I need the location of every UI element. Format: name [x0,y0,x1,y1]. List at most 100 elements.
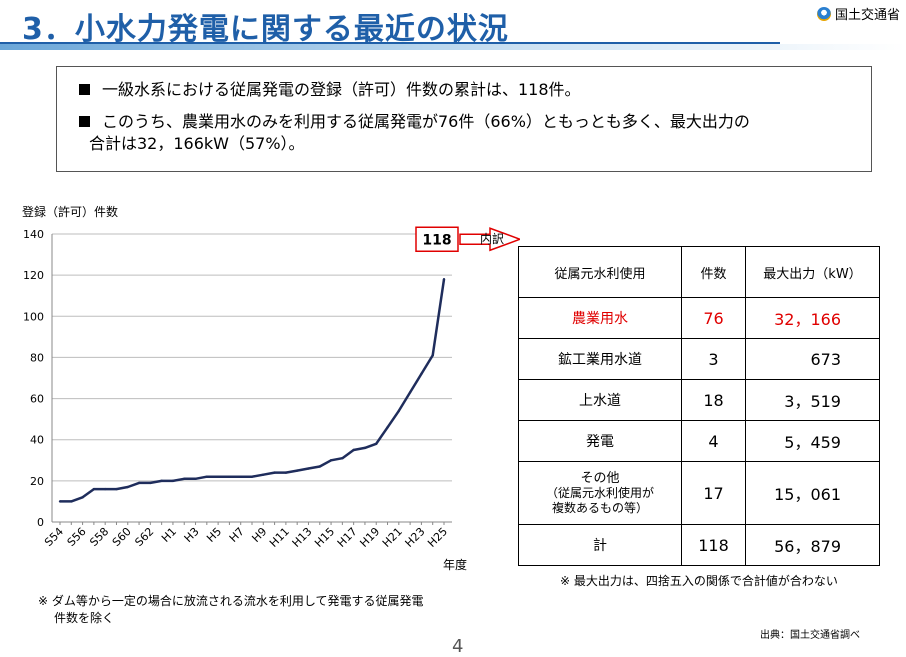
x-tick-label: H19 [357,525,382,550]
table-total-row: 計 118 56，879 [518,524,880,566]
data-point [149,481,152,485]
row-name-line2: （従属元水利使用が [545,485,654,500]
header-output: 最大出力（kW） [745,246,880,298]
row-output: 56，879 [745,524,880,566]
y-tick-label: 60 [30,393,44,406]
registrations-series-line [60,279,446,503]
table-row: 農業用水 76 32，166 [518,297,880,339]
x-tick-label: H21 [380,525,405,550]
row-name-line3: 複数あるもの等） [551,500,648,515]
data-point [205,475,209,478]
x-tick-label: H1 [159,525,179,545]
x-axis-label: 年度 [443,558,468,572]
data-point [375,442,378,446]
page-number: 4 [452,636,464,657]
ministry-logo: 国土交通省 [816,4,900,23]
row-output: 673 [745,338,880,380]
row-name: その他 （従属元水利使用が 複数あるもの等） [518,461,682,525]
y-tick-label: 140 [23,228,44,241]
row-output: 32，166 [745,297,880,339]
annotation-label: 118 [422,232,451,248]
header-source: 従属元水利使用 [518,246,682,298]
data-point [58,500,62,503]
x-tick-label: H5 [204,525,224,545]
source-note: 出典：国土交通省調べ [760,630,860,641]
x-tick-label: H17 [335,525,360,550]
data-point [115,487,118,491]
row-name: 上水道 [518,379,682,421]
y-tick-label: 20 [30,475,44,488]
breakdown-caption: 内訳 [480,232,505,246]
row-count: 18 [681,379,746,421]
x-tick-label: H15 [312,525,337,550]
data-point [341,457,344,460]
mlit-logo-icon [816,6,831,21]
rounding-note: ※ 最大出力は、四捨五入の関係で合計値が合わない [560,574,838,588]
data-point [295,469,299,472]
data-point [408,391,412,394]
logo-text: 国土交通省 [834,8,900,23]
data-point [386,426,389,429]
row-count: 4 [681,420,746,462]
data-point [171,479,175,483]
y-tick-label: 120 [23,269,44,282]
data-point [228,475,231,478]
data-point [92,487,96,491]
data-point [103,487,107,491]
x-tick-label: H11 [267,525,292,550]
row-name: 鉱工業用水道 [518,338,682,380]
data-point [397,409,401,413]
row-count: 3 [681,338,746,380]
data-point [420,372,423,376]
summary-text-2b: 合計は32，166kW（57%）。 [89,134,305,153]
row-count: 17 [681,461,746,525]
table-row: 発電 4 5，459 [518,420,880,462]
data-point [194,477,197,480]
row-name: 計 [518,524,682,566]
row-output: 3，519 [745,379,880,421]
y-tick-label: 0 [37,516,44,529]
x-tick-label: H9 [249,525,269,545]
header-count: 件数 [681,246,746,298]
row-name: 発電 [518,420,682,462]
bullet-square-icon [79,84,90,95]
summary-text-2a: このうち、農業用水のみを利用する従属発電が76件（66%）ともっとも多く、最大出… [102,112,750,131]
x-tick-label: S60 [110,525,134,549]
data-point [442,278,446,281]
summary-box: 一級水系における従属発電の登録（許可）件数の累計は、118件。 このうち、農業用… [56,66,872,172]
table-row: その他 （従属元水利使用が 複数あるもの等） 17 15，061 [518,461,880,525]
x-tick-label: H23 [403,525,428,550]
row-count: 76 [681,297,746,339]
row-name: 農業用水 [518,297,682,339]
x-tick-label: H13 [290,525,315,550]
table-row: 上水道 18 3，519 [518,379,880,421]
x-tick-label: S54 [42,525,66,549]
x-tick-label: S62 [132,525,156,549]
data-point [352,448,355,452]
x-tick-label: H3 [182,525,202,545]
data-point [329,459,333,462]
data-point [137,481,141,485]
table-header-row: 従属元水利使用 件数 最大出力（kW） [518,246,880,298]
x-tick-label: S56 [65,525,89,549]
annotation-box [415,226,459,253]
summary-point-1: 一級水系における従属発電の登録（許可）件数の累計は、118件。 [79,79,853,101]
dam-note-line2: 件数を除く [54,611,115,625]
data-point [70,500,73,503]
data-point [318,465,321,468]
row-name-line1: その他 [580,470,620,486]
dam-note: ※ ダム等から一定の場合に放流される流水を利用して発電する従属発電 件数を除く [38,593,478,627]
x-tick-label: H25 [425,525,450,550]
table-row: 鉱工業用水道 3 673 [518,338,880,380]
bullet-square-icon [79,116,90,127]
title-bar [0,44,906,50]
data-point [160,479,163,483]
data-point [81,496,84,499]
data-point [273,471,276,474]
breakdown-table: 従属元水利使用 件数 最大出力（kW） 農業用水 76 32，166 鉱工業用水… [518,246,880,566]
y-tick-label: 40 [30,434,44,447]
data-point [126,485,129,489]
summary-point-2: このうち、農業用水のみを利用する従属発電が76件（66%）ともっとも多く、最大出… [79,111,853,155]
data-point [239,475,242,478]
